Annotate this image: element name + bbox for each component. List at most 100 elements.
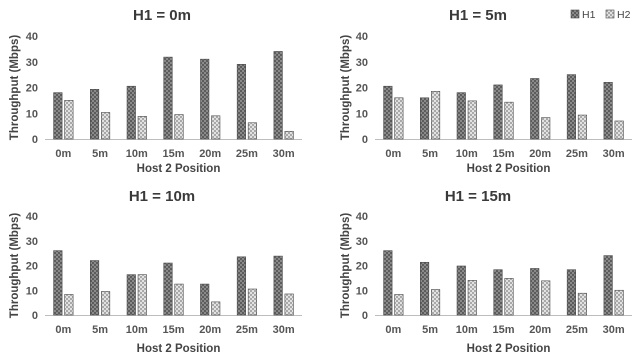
x-axis-label: Host 2 Position bbox=[467, 343, 551, 355]
x-tick-label: 0m bbox=[55, 324, 71, 336]
x-axis-label: Host 2 Position bbox=[137, 163, 221, 175]
x-tick-label: 20m bbox=[529, 148, 551, 160]
x-tick-label: 0m bbox=[385, 148, 401, 160]
y-tick-label: 40 bbox=[26, 31, 38, 43]
y-tick-label: 20 bbox=[26, 261, 38, 273]
bar-h1-30m bbox=[603, 82, 613, 140]
bar-h2-0m bbox=[64, 294, 74, 316]
bar-h1-30m bbox=[603, 255, 613, 316]
x-tick-label: 20m bbox=[199, 324, 221, 336]
bar-h1-25m bbox=[566, 269, 576, 316]
x-tick-label: 30m bbox=[273, 324, 295, 336]
y-tick-label: 40 bbox=[356, 31, 368, 43]
bar-h1-25m bbox=[236, 256, 246, 316]
y-tick-label: 20 bbox=[356, 83, 368, 95]
bar-h2-20m bbox=[211, 115, 221, 140]
x-tick-label: 0m bbox=[55, 148, 71, 160]
bar-h2-15m bbox=[174, 283, 184, 316]
bar-h2-10m bbox=[467, 280, 477, 316]
x-tick-label: 5m bbox=[422, 324, 438, 336]
bar-h2-0m bbox=[64, 100, 74, 140]
bar-h1-5m bbox=[420, 97, 430, 140]
legend-label-h2: H2 bbox=[617, 9, 631, 21]
x-tick-label: 5m bbox=[422, 148, 438, 160]
bar-h2-10m bbox=[467, 100, 477, 140]
chart-title: H1 = 5m bbox=[449, 7, 507, 24]
bar-h1-15m bbox=[163, 262, 173, 316]
y-tick-label: 0 bbox=[362, 134, 368, 146]
x-tick-label: 30m bbox=[273, 148, 295, 160]
bar-h1-25m bbox=[236, 64, 246, 140]
bar-h1-30m bbox=[273, 255, 283, 316]
bar-h1-0m bbox=[53, 92, 63, 140]
bar-h1-10m bbox=[456, 92, 466, 140]
y-tick-label: 40 bbox=[356, 211, 368, 223]
legend-swatch-h1 bbox=[570, 9, 580, 19]
x-tick-label: 25m bbox=[236, 148, 258, 160]
y-tick-label: 10 bbox=[356, 285, 368, 297]
bar-h2-30m bbox=[614, 289, 624, 316]
x-tick-label: 20m bbox=[199, 148, 221, 160]
y-tick-label: 0 bbox=[362, 310, 368, 322]
x-tick-label: 10m bbox=[456, 148, 478, 160]
x-axis-label: Host 2 Position bbox=[467, 163, 551, 175]
bar-h1-0m bbox=[53, 250, 63, 316]
legend-label-h1: H1 bbox=[582, 9, 596, 21]
chart-title: H1 = 15m bbox=[445, 188, 511, 205]
bar-h2-30m bbox=[284, 293, 294, 316]
chart-title: H1 = 10m bbox=[129, 188, 195, 205]
bar-h1-10m bbox=[126, 274, 136, 316]
bar-h2-5m bbox=[431, 91, 441, 140]
x-tick-label: 15m bbox=[492, 148, 514, 160]
bar-h2-30m bbox=[284, 130, 294, 140]
y-tick-label: 40 bbox=[26, 211, 38, 223]
x-tick-label: 30m bbox=[603, 324, 625, 336]
bar-h2-10m bbox=[137, 274, 147, 316]
bar-h2-20m bbox=[541, 117, 551, 140]
x-tick-label: 10m bbox=[456, 324, 478, 336]
x-axis-label: Host 2 Position bbox=[137, 343, 221, 355]
y-axis-label: Throughput (Mbps) bbox=[9, 213, 21, 319]
legend: H1 H2 bbox=[570, 9, 631, 21]
bar-h1-25m bbox=[566, 74, 576, 140]
y-tick-label: 10 bbox=[26, 285, 38, 297]
bar-h1-20m bbox=[530, 78, 540, 140]
chart-title: H1 = 0m bbox=[133, 7, 191, 24]
bar-h2-15m bbox=[504, 278, 514, 316]
bar-h1-15m bbox=[493, 269, 503, 316]
bar-h2-0m bbox=[394, 294, 404, 316]
x-tick-label: 5m bbox=[92, 324, 108, 336]
x-tick-label: 15m bbox=[162, 324, 184, 336]
x-tick-label: 25m bbox=[566, 148, 588, 160]
bar-h1-0m bbox=[383, 250, 393, 316]
y-tick-label: 30 bbox=[26, 236, 38, 248]
x-tick-label: 25m bbox=[236, 324, 258, 336]
bar-h2-5m bbox=[101, 112, 111, 140]
bar-h1-30m bbox=[273, 51, 283, 140]
chart-panel-2: H1 = 10m 0 10 20 30 40 0m 5m 10m 15m 20m 25m 30m Host… bbox=[9, 188, 302, 355]
bar-h1-5m bbox=[90, 260, 100, 316]
bar-h1-5m bbox=[90, 89, 100, 140]
bar-h2-15m bbox=[504, 101, 514, 140]
bar-h1-20m bbox=[200, 283, 210, 316]
bar-h2-15m bbox=[174, 114, 184, 140]
y-tick-label: 0 bbox=[32, 310, 38, 322]
chart-panel-1: H1 = 5m 0 10 20 30 40 0m 5m 10m 15m 20m 25m 30m Host … bbox=[340, 7, 632, 175]
y-tick-label: 10 bbox=[356, 108, 368, 120]
y-tick-label: 30 bbox=[26, 57, 38, 69]
legend-swatch-h2 bbox=[605, 9, 615, 19]
y-tick-label: 0 bbox=[32, 134, 38, 146]
y-tick-label: 20 bbox=[26, 83, 38, 95]
bar-h2-30m bbox=[614, 120, 624, 140]
bar-h1-5m bbox=[420, 261, 430, 316]
x-tick-label: 0m bbox=[385, 324, 401, 336]
y-axis-label: Throughput (Mbps) bbox=[9, 35, 21, 141]
bar-h2-25m bbox=[247, 122, 257, 140]
bar-h1-0m bbox=[383, 85, 393, 140]
bar-h1-10m bbox=[126, 85, 136, 140]
bar-h2-20m bbox=[541, 280, 551, 316]
bar-h2-25m bbox=[247, 288, 257, 316]
y-tick-label: 10 bbox=[26, 108, 38, 120]
x-tick-label: 25m bbox=[566, 324, 588, 336]
